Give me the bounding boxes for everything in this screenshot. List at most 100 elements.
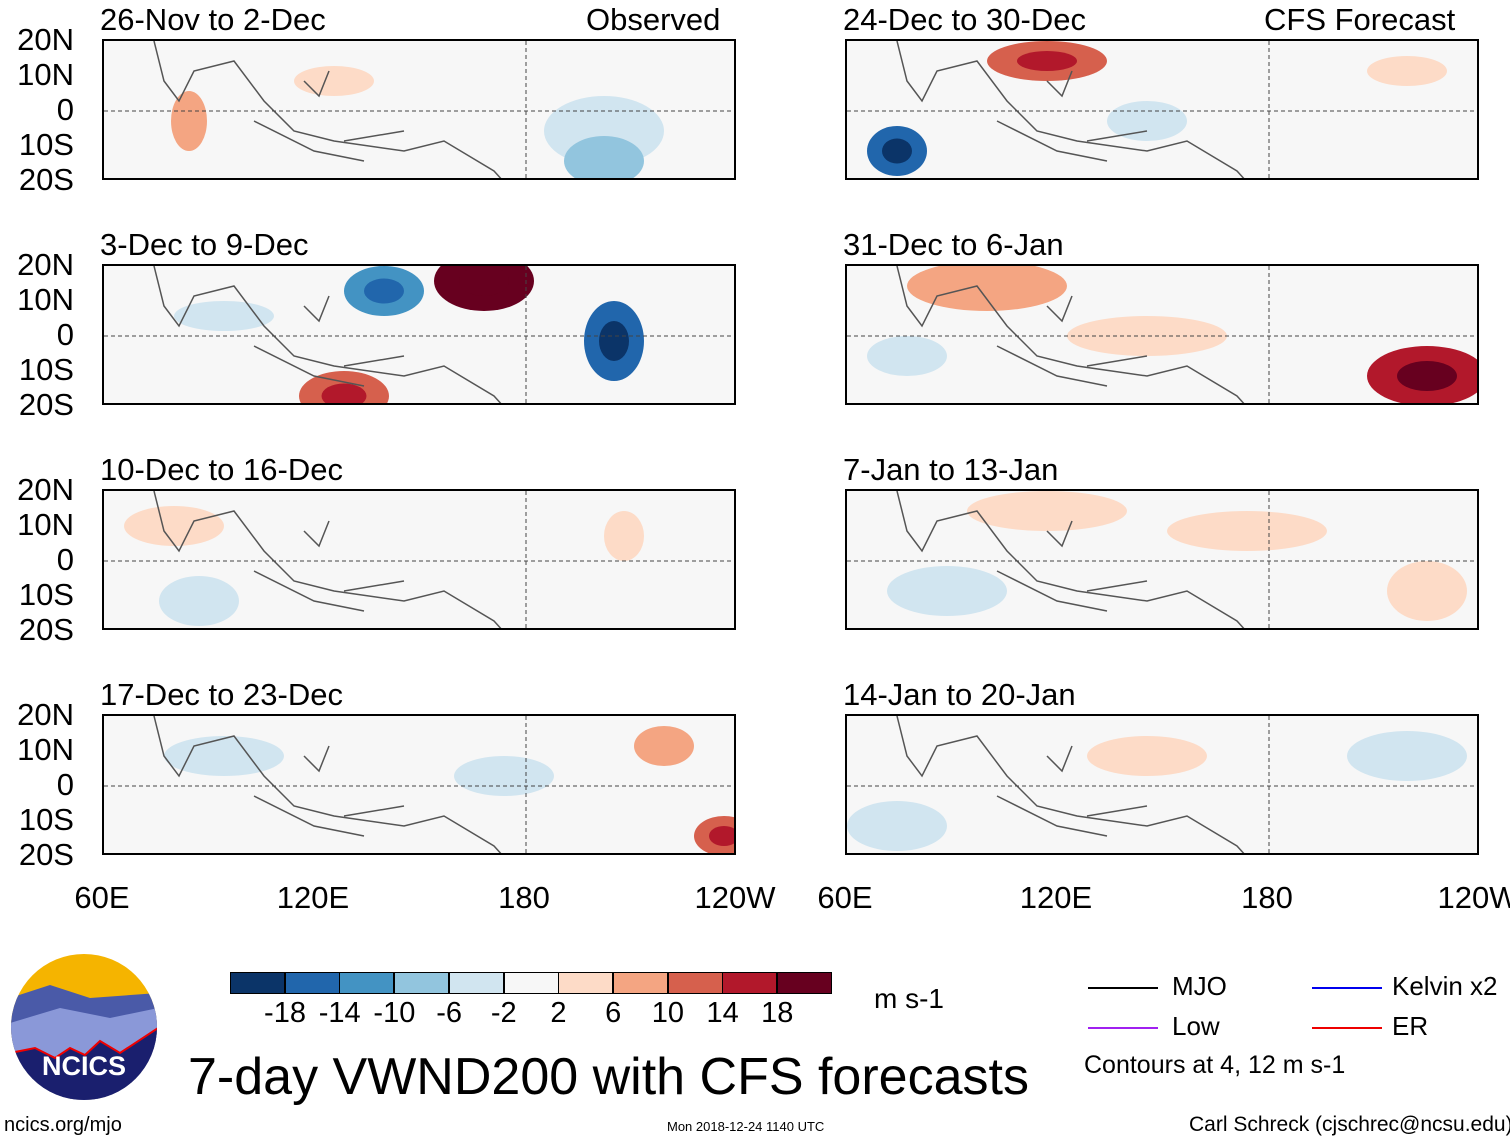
map-panel-left-4 — [102, 714, 736, 855]
coastline — [896, 41, 1245, 178]
anomaly-shading — [887, 566, 1007, 616]
lat-label: 20S — [18, 387, 74, 422]
anomaly-shading — [174, 301, 274, 331]
credit: Carl Schreck (cjschrec@ncsu.edu) — [1189, 1113, 1510, 1136]
colorbar-units: m s-1 — [874, 983, 944, 1014]
panel-tag: CFS Forecast — [1264, 2, 1456, 37]
lat-label: 10N — [17, 57, 74, 92]
lat-label: 20N — [17, 697, 74, 732]
lat-label: 10N — [17, 282, 74, 317]
colorbar-swatch — [612, 972, 668, 994]
map-panel-right-3 — [845, 489, 1479, 630]
colorbar-label: 6 — [605, 997, 622, 1029]
lat-label: 0 — [56, 767, 74, 802]
lat-label: 20N — [17, 22, 74, 57]
colorbar-label: -6 — [436, 997, 462, 1029]
panel-tag: Observed — [586, 2, 721, 37]
colorbar-swatch — [503, 972, 559, 994]
anomaly-shading — [124, 506, 224, 546]
colorbar-swatch — [339, 972, 395, 994]
colorbar-swatch — [394, 972, 450, 994]
lon-label: 120E — [1019, 880, 1093, 915]
lat-label: 20N — [17, 472, 74, 507]
anomaly-shading — [1087, 736, 1207, 776]
coastline — [153, 266, 502, 403]
map-panel-right-4 — [845, 714, 1479, 855]
lat-label: 0 — [56, 317, 74, 352]
lat-label: 10S — [18, 577, 74, 612]
panel-title: 3-Dec to 9-Dec — [100, 227, 309, 262]
ncics-logo: NCICS — [10, 953, 158, 1101]
legend-line-er — [1312, 1027, 1382, 1029]
lon-label: 120W — [1437, 880, 1510, 915]
coastline — [153, 716, 502, 853]
lat-label: 10N — [17, 507, 74, 542]
anomaly-shading — [907, 266, 1067, 311]
source-url[interactable]: ncics.org/mjo — [4, 1114, 122, 1136]
colorbar-label: -10 — [373, 997, 416, 1029]
colorbar-swatch — [284, 972, 340, 994]
timestamp: Mon 2018-12-24 1140 UTC — [667, 1119, 825, 1134]
lat-label: 0 — [56, 542, 74, 577]
map-panel-left-3 — [102, 489, 736, 630]
anomaly-shading — [967, 491, 1127, 531]
colorbar-swatch — [667, 972, 723, 994]
map-panel-left-2 — [102, 264, 736, 405]
legend-label: ER — [1392, 1011, 1429, 1041]
coastline — [896, 716, 1245, 853]
panel-title: 10-Dec to 16-Dec — [100, 452, 343, 487]
map-panel-right-1 — [845, 39, 1479, 180]
lat-label: 10S — [18, 802, 74, 837]
anomaly-shading — [604, 511, 644, 561]
legend-label: Kelvin x2 — [1392, 971, 1498, 1001]
anomaly-shading — [634, 726, 694, 766]
lon-label: 60E — [74, 880, 130, 915]
legend-line-mjo — [1088, 987, 1158, 989]
colorbar-swatch — [777, 972, 832, 994]
lon-label: 60E — [817, 880, 873, 915]
map-panel-right-2 — [845, 264, 1479, 405]
lat-label: 20S — [18, 612, 74, 647]
panel-title: 7-Jan to 13-Jan — [843, 452, 1059, 487]
anomaly-shading — [159, 576, 239, 626]
colorbar-swatch — [722, 972, 778, 994]
panel-title: 26-Nov to 2-Dec — [100, 2, 326, 37]
coastline — [896, 491, 1245, 628]
lon-label: 120W — [694, 880, 776, 915]
anomaly-shading — [294, 66, 374, 96]
lat-label: 10N — [17, 732, 74, 767]
map-panel-left-1 — [102, 39, 736, 180]
coastline — [153, 41, 502, 178]
lat-label: 10S — [18, 127, 74, 162]
lat-label: 20N — [17, 247, 74, 282]
colorbar-label: -18 — [264, 997, 306, 1029]
colorbar-swatch — [558, 972, 614, 994]
anomaly-shading — [1167, 511, 1327, 551]
lon-label: 120E — [276, 880, 350, 915]
colorbar-label: 18 — [761, 997, 794, 1029]
panel-title: 14-Jan to 20-Jan — [843, 677, 1076, 712]
legend-line-low — [1088, 1027, 1158, 1029]
anomaly-shading — [454, 756, 554, 796]
anomaly-shading — [171, 91, 207, 151]
legend-line-kelvin-x2 — [1312, 987, 1382, 989]
lon-label: 180 — [498, 880, 550, 915]
svg-text:NCICS: NCICS — [42, 1051, 126, 1081]
contour-note: Contours at 4, 12 m s-1 — [1084, 1051, 1346, 1079]
coastline — [153, 491, 502, 628]
anomaly-shading — [847, 801, 947, 851]
anomaly-shading — [1387, 561, 1467, 621]
lon-label: 180 — [1241, 880, 1293, 915]
colorbar-label: -2 — [490, 997, 517, 1029]
anomaly-shading — [1067, 316, 1227, 356]
panel-title: 31-Dec to 6-Jan — [843, 227, 1064, 262]
anomaly-shading — [1347, 731, 1467, 781]
colorbar-label: -14 — [318, 997, 361, 1029]
lat-label: 20S — [18, 162, 74, 197]
legend-label: MJO — [1172, 971, 1227, 1001]
legend-label: Low — [1172, 1011, 1220, 1041]
lat-label: 20S — [18, 837, 74, 872]
lat-label: 0 — [56, 92, 74, 127]
panel-title: 17-Dec to 23-Dec — [100, 677, 343, 712]
anomaly-shading — [867, 336, 947, 376]
